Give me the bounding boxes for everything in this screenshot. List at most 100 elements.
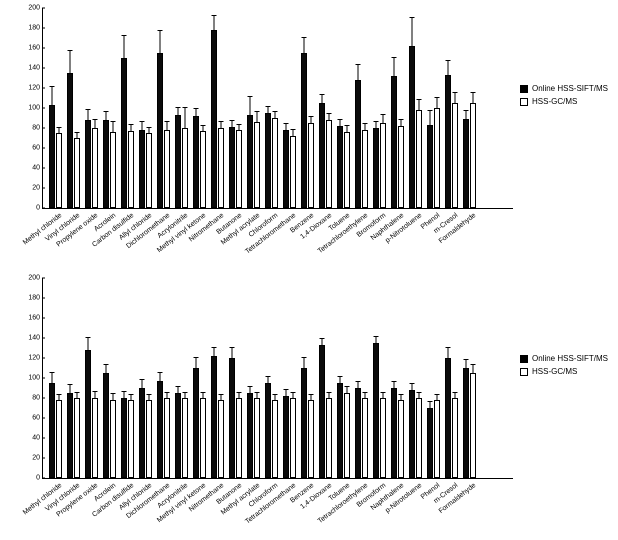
ytick-label: 60 bbox=[0, 145, 40, 152]
bar-gc bbox=[236, 130, 242, 208]
bar-online bbox=[67, 393, 73, 478]
ytick-label: 180 bbox=[0, 25, 40, 32]
errorbar-cap bbox=[111, 121, 116, 122]
bar-gc bbox=[164, 130, 170, 208]
bar-online bbox=[337, 126, 343, 208]
bar-online bbox=[121, 58, 127, 208]
ytick-mark bbox=[42, 8, 45, 9]
ytick-label: 100 bbox=[0, 105, 40, 112]
bar-online bbox=[265, 383, 271, 478]
errorbar-cap bbox=[140, 121, 145, 122]
errorbar bbox=[329, 114, 330, 120]
bar-online bbox=[193, 368, 199, 478]
errorbar bbox=[430, 402, 431, 408]
bar-online bbox=[193, 116, 199, 208]
errorbar-cap bbox=[464, 359, 469, 360]
ytick-mark bbox=[42, 28, 45, 29]
errorbar bbox=[455, 93, 456, 103]
bar-online bbox=[247, 115, 253, 208]
errorbar bbox=[232, 121, 233, 127]
bar-gc bbox=[182, 128, 188, 208]
bar-gc bbox=[200, 131, 206, 208]
errorbar bbox=[124, 36, 125, 58]
bar-gc bbox=[326, 398, 332, 478]
errorbar bbox=[232, 348, 233, 358]
errorbar bbox=[394, 58, 395, 76]
errorbar-cap bbox=[212, 347, 217, 348]
errorbar bbox=[52, 373, 53, 383]
ytick-mark bbox=[42, 418, 45, 419]
ytick-mark bbox=[42, 108, 45, 109]
bar-gc bbox=[182, 398, 188, 478]
errorbar-cap bbox=[374, 336, 379, 337]
errorbar bbox=[448, 61, 449, 75]
errorbar bbox=[250, 387, 251, 393]
errorbar-cap bbox=[291, 392, 296, 393]
bar-online bbox=[175, 115, 181, 208]
errorbar bbox=[376, 337, 377, 343]
bar-gc bbox=[308, 123, 314, 208]
errorbar bbox=[466, 111, 467, 119]
bar-gc bbox=[272, 400, 278, 478]
errorbar-cap bbox=[356, 64, 361, 65]
bar-gc bbox=[218, 128, 224, 208]
bar-gc bbox=[452, 398, 458, 478]
errorbar bbox=[88, 338, 89, 350]
errorbar-cap bbox=[435, 394, 440, 395]
errorbar-cap bbox=[356, 381, 361, 382]
bar-gc bbox=[434, 400, 440, 478]
errorbar bbox=[77, 393, 78, 398]
bar-gc bbox=[74, 138, 80, 208]
errorbar bbox=[59, 128, 60, 133]
errorbar-cap bbox=[129, 394, 134, 395]
errorbar-cap bbox=[417, 99, 422, 100]
bar-online bbox=[301, 368, 307, 478]
errorbar bbox=[358, 382, 359, 388]
errorbar bbox=[268, 377, 269, 383]
ytick-mark bbox=[42, 398, 45, 399]
errorbar-cap bbox=[111, 393, 116, 394]
bar-gc bbox=[92, 398, 98, 478]
bar-gc bbox=[452, 103, 458, 208]
bar-online bbox=[445, 75, 451, 208]
errorbar bbox=[178, 387, 179, 393]
bar-gc bbox=[344, 393, 350, 478]
errorbar-cap bbox=[302, 37, 307, 38]
errorbar bbox=[322, 339, 323, 345]
errorbar bbox=[95, 120, 96, 128]
ytick-mark bbox=[42, 298, 45, 299]
bar-online bbox=[229, 358, 235, 478]
errorbar-cap bbox=[50, 372, 55, 373]
errorbar bbox=[466, 360, 467, 368]
bar-online bbox=[139, 130, 145, 208]
errorbar bbox=[340, 120, 341, 126]
ytick-label: 20 bbox=[0, 455, 40, 462]
errorbar-cap bbox=[165, 392, 170, 393]
bar-online bbox=[409, 46, 415, 208]
bar-online bbox=[157, 381, 163, 478]
legend-label: Online HSS-SIFT/MS bbox=[532, 354, 608, 363]
legend-swatch-icon bbox=[520, 368, 528, 376]
errorbar bbox=[149, 395, 150, 400]
ytick-label: 140 bbox=[0, 65, 40, 72]
bar-online bbox=[229, 127, 235, 208]
errorbar-cap bbox=[381, 392, 386, 393]
bar-online bbox=[121, 398, 127, 478]
bar-online bbox=[337, 383, 343, 478]
bar-online bbox=[463, 119, 469, 208]
legend: Online HSS-SIFT/MSHSS-GC/MS bbox=[520, 354, 608, 380]
errorbar-cap bbox=[453, 392, 458, 393]
ytick-mark bbox=[42, 318, 45, 319]
bar-gc bbox=[56, 133, 62, 208]
errorbar bbox=[160, 373, 161, 381]
legend-item-online: Online HSS-SIFT/MS bbox=[520, 354, 608, 363]
errorbar bbox=[448, 348, 449, 358]
errorbar-cap bbox=[104, 364, 109, 365]
legend-label: Online HSS-SIFT/MS bbox=[532, 84, 608, 93]
bar-online bbox=[175, 393, 181, 478]
errorbar-cap bbox=[399, 119, 404, 120]
errorbar bbox=[185, 108, 186, 128]
errorbar bbox=[412, 18, 413, 46]
errorbar bbox=[365, 393, 366, 398]
errorbar-cap bbox=[345, 125, 350, 126]
